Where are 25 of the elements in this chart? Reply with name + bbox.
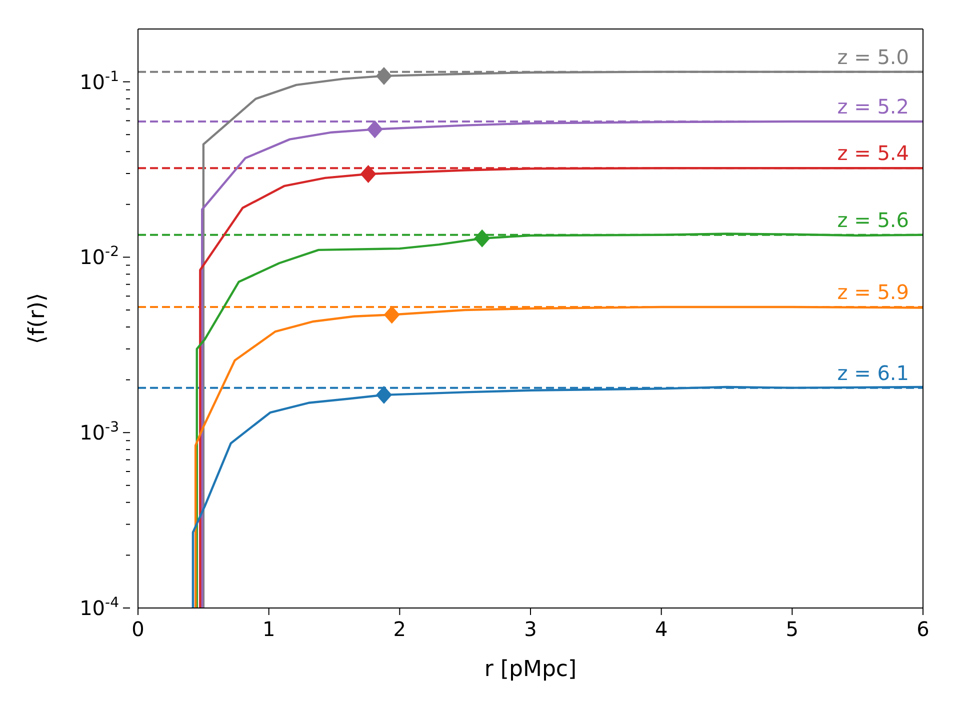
annotation: z = 5.0 (837, 44, 909, 69)
point (376, 386, 392, 404)
x-tick-label: 2 (393, 617, 406, 641)
annotation: z = 5.9 (837, 280, 909, 304)
point (474, 229, 490, 248)
annotation: z = 5.6 (837, 208, 909, 232)
annotation: z = 5.4 (837, 141, 909, 166)
x-tick-label: 3 (524, 617, 537, 641)
point (366, 120, 383, 138)
x-tick-label: 5 (786, 617, 799, 641)
annotation: z = 6.1 (837, 360, 909, 385)
x-tick-label: 6 (916, 617, 930, 641)
x-tick-label: 0 (132, 617, 144, 641)
x-axis-title: r [pMpc] (484, 657, 577, 682)
y-tick-label: 10$^{-4}$ (80, 595, 120, 620)
point (376, 66, 392, 85)
y-tick-label: 10$^{-2}$ (80, 244, 119, 270)
y-tick-label: 10$^{-1}$ (80, 68, 119, 94)
point (384, 306, 400, 324)
y-axis-title: ⟨f(r)⟩ (24, 292, 50, 344)
point (360, 165, 376, 184)
x-tick-label: 1 (262, 617, 276, 641)
y-tick-label: 10$^{-3}$ (80, 420, 119, 445)
annotation: z = 5.2 (837, 94, 909, 118)
x-tick-label: 4 (654, 617, 668, 641)
